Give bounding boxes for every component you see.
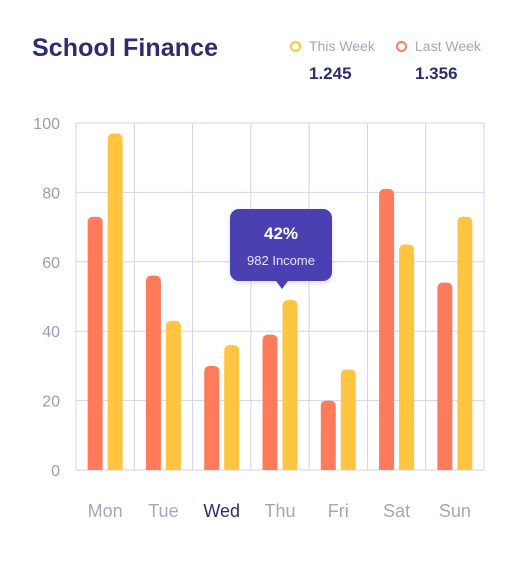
legend-label: This Week <box>309 38 375 54</box>
legend-label: Last Week <box>415 38 481 54</box>
legend-value: 1.245 <box>309 64 352 83</box>
bar-this-week <box>340 369 356 470</box>
bar-this-week <box>224 345 240 470</box>
bar-last-week <box>437 282 453 470</box>
tooltip-percent: 42% <box>263 224 299 243</box>
bar-this-week <box>457 216 473 470</box>
legend-dot-icon <box>396 40 407 52</box>
legend-dot-icon <box>290 40 301 52</box>
y-tick-label: 100 <box>33 116 60 133</box>
y-tick-label: 20 <box>42 394 60 411</box>
bar-this-week <box>165 320 181 470</box>
legend-this-week[interactable]: This Week 1.245 <box>290 38 375 84</box>
x-tick-label: Thu <box>264 501 295 521</box>
x-tick-label: Fri <box>328 501 349 521</box>
bar-last-week <box>262 334 278 470</box>
x-tick-label: Mon <box>88 501 123 521</box>
bar-this-week <box>107 133 123 470</box>
y-tick-label: 40 <box>42 324 60 341</box>
bar-last-week <box>87 216 103 470</box>
y-tick-label: 60 <box>42 255 60 272</box>
legend-last-week[interactable]: Last Week 1.356 <box>396 38 481 84</box>
x-tick-label: Sat <box>383 501 410 521</box>
bar-this-week <box>282 299 298 470</box>
bar-last-week <box>145 275 161 470</box>
bar-this-week <box>399 244 415 470</box>
chart-title: School Finance <box>32 34 219 62</box>
x-tick-label: Tue <box>148 501 178 521</box>
tooltip-text: 982 Income <box>247 253 315 268</box>
y-tick-label: 80 <box>42 185 60 202</box>
x-tick-label: Sun <box>439 501 471 521</box>
x-tick-label: Wed <box>203 501 240 521</box>
legend-value: 1.356 <box>415 64 458 83</box>
income-tooltip: 42% 982 Income <box>230 209 332 289</box>
bar-last-week <box>320 400 336 470</box>
y-tick-label: 0 <box>51 463 60 480</box>
bar-last-week <box>204 365 220 470</box>
bar-last-week <box>379 188 395 470</box>
